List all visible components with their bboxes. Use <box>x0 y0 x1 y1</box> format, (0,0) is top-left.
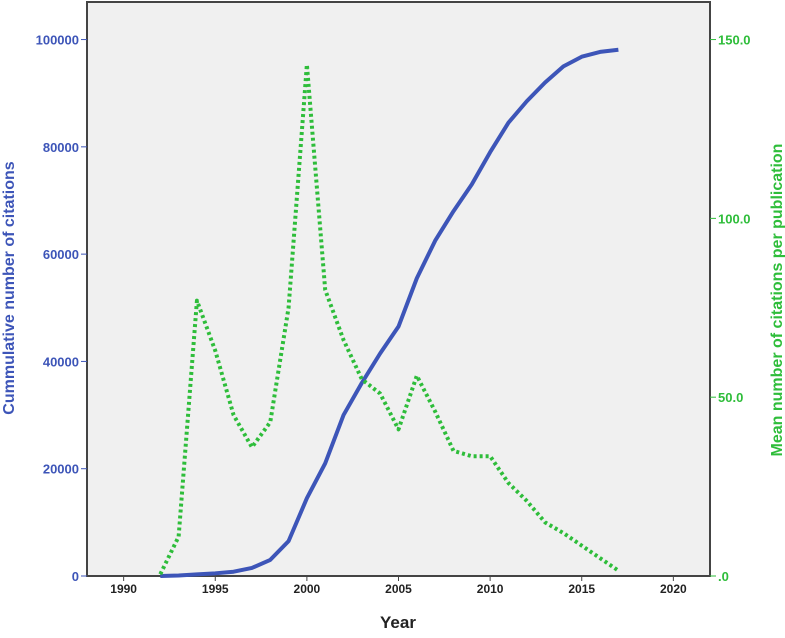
y-tick-label: 40000 <box>43 354 79 369</box>
x-tick-label: 2000 <box>294 582 321 596</box>
y-tick-label: 0 <box>72 569 79 584</box>
y-tick-label: 20000 <box>43 462 79 477</box>
y2-tick-label: 150.0 <box>718 33 751 48</box>
x-axis-label: Year <box>380 613 416 632</box>
y-tick-label: 100000 <box>36 33 79 48</box>
y-axis-label: Cummulative number of citations <box>1 161 18 414</box>
plot-area <box>87 2 710 576</box>
y-tick-label: 60000 <box>43 247 79 262</box>
y-tick-label: 80000 <box>43 140 79 155</box>
x-tick-label: 2010 <box>477 582 504 596</box>
y2-tick-label: 50.0 <box>718 390 743 405</box>
x-tick-label: 2015 <box>568 582 595 596</box>
y2-tick-label: .0 <box>718 569 729 584</box>
x-tick-label: 1995 <box>202 582 229 596</box>
y2-tick-label: 100.0 <box>718 211 751 226</box>
x-tick-label: 2005 <box>385 582 412 596</box>
x-tick-label: 2020 <box>660 582 687 596</box>
x-tick-label: 1990 <box>110 582 137 596</box>
y2-axis-label: Mean number of citations per publication <box>769 144 785 457</box>
